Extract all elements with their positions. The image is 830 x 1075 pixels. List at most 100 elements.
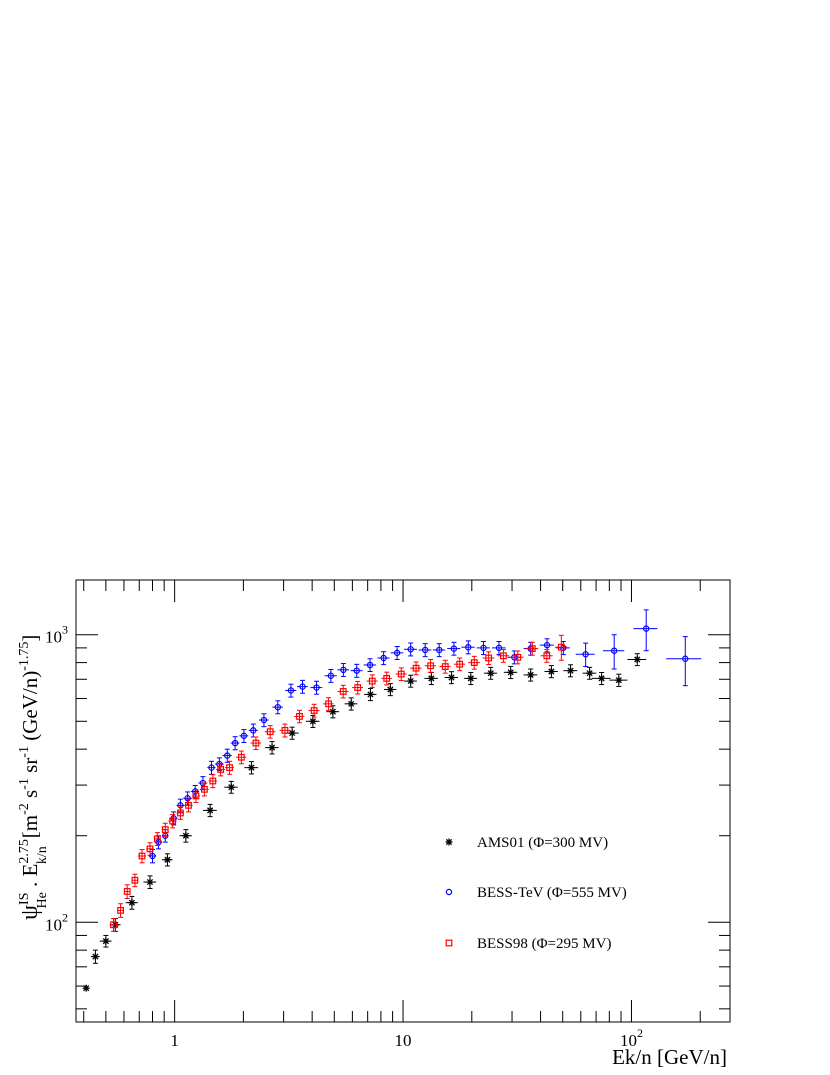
data-point	[310, 680, 323, 695]
data-point	[447, 641, 461, 656]
data-point	[131, 873, 139, 888]
legend-marker	[445, 888, 453, 896]
series-1	[148, 609, 702, 864]
y-label-u2: s	[18, 790, 42, 803]
series-0	[82, 653, 647, 992]
star-stroke	[228, 784, 235, 791]
data-point	[404, 642, 417, 657]
data-point	[179, 829, 192, 843]
x-tick-label-exp: 2	[637, 1026, 643, 1040]
star-stroke	[445, 838, 453, 846]
marker	[586, 669, 594, 677]
marker	[500, 652, 507, 660]
marker	[366, 661, 374, 669]
star-stroke	[448, 674, 455, 681]
marker	[325, 700, 332, 708]
marker	[310, 707, 318, 714]
data-point	[137, 849, 147, 864]
data-point	[214, 757, 224, 772]
marker	[340, 666, 347, 674]
star-stroke	[248, 764, 255, 771]
marker	[615, 676, 623, 684]
data-point	[444, 671, 458, 685]
data-point	[503, 665, 518, 680]
data-point	[90, 949, 100, 964]
marker	[201, 785, 208, 793]
marker	[110, 921, 117, 929]
data-point	[285, 683, 297, 698]
star-stroke	[207, 807, 214, 814]
marker	[547, 667, 555, 675]
data-point	[305, 714, 320, 728]
marker	[642, 625, 650, 632]
star-stroke	[487, 670, 494, 677]
marker	[281, 726, 289, 734]
data-point	[364, 688, 377, 702]
marker	[237, 753, 245, 761]
data-point	[161, 822, 169, 837]
star-stroke	[407, 677, 414, 685]
marker	[366, 690, 374, 698]
marker	[309, 717, 317, 725]
star-stroke	[102, 938, 109, 945]
marker	[582, 651, 589, 658]
marker	[339, 688, 347, 695]
star-stroke	[367, 691, 374, 698]
legend-item: AMS01 (Φ=300 MV)	[445, 835, 608, 851]
marker	[567, 667, 575, 675]
legend-label: BESS98 (Φ=295 MV)	[477, 936, 611, 952]
data-point	[324, 668, 337, 683]
star-stroke	[387, 686, 394, 693]
data-point	[308, 703, 320, 718]
marker	[91, 953, 99, 961]
marker	[450, 645, 458, 652]
marker	[412, 664, 420, 672]
marker	[329, 708, 337, 716]
y-label-dot-e: . E	[18, 864, 42, 893]
marker	[131, 876, 139, 884]
star-stroke	[268, 744, 276, 751]
data-point	[161, 853, 173, 867]
marker	[441, 663, 449, 670]
marker	[296, 712, 303, 720]
marker	[397, 670, 405, 678]
marker	[161, 826, 169, 834]
marker	[224, 752, 231, 759]
data-point	[184, 798, 193, 813]
marker	[299, 683, 306, 690]
star-stroke	[164, 856, 171, 863]
plot-frame	[75, 579, 731, 1023]
data-point	[326, 705, 340, 719]
data-point	[117, 903, 124, 918]
star-stroke	[329, 708, 336, 715]
data-point	[236, 750, 247, 765]
marker	[288, 729, 296, 737]
marker	[313, 684, 320, 691]
data-point	[418, 643, 432, 658]
data-point	[363, 658, 377, 672]
marker	[252, 739, 260, 747]
y-tick-label-exp: 3	[62, 623, 68, 637]
x-tick-label: 1	[170, 1031, 179, 1050]
marker	[177, 809, 184, 817]
y-label-psi-sub: He	[35, 892, 50, 908]
marker	[240, 732, 248, 740]
y-tick-label-base: 10	[45, 915, 62, 934]
data-point	[468, 655, 480, 670]
data-point	[337, 663, 350, 677]
data-point	[191, 789, 200, 803]
marker	[182, 832, 190, 840]
marker	[163, 856, 171, 864]
marker	[514, 653, 522, 661]
y-label-u8: ]	[18, 635, 42, 642]
legend-label: BESS-TeV (Φ=555 MV)	[477, 885, 627, 901]
marker	[146, 845, 154, 853]
x-tick-label-base: 10	[620, 1031, 637, 1050]
data-point	[272, 700, 283, 715]
marker	[386, 685, 394, 693]
data-point	[123, 884, 131, 899]
y-label-units: [m	[18, 815, 42, 838]
data-point	[207, 760, 216, 775]
data-point	[511, 650, 524, 665]
data-point	[383, 683, 397, 697]
